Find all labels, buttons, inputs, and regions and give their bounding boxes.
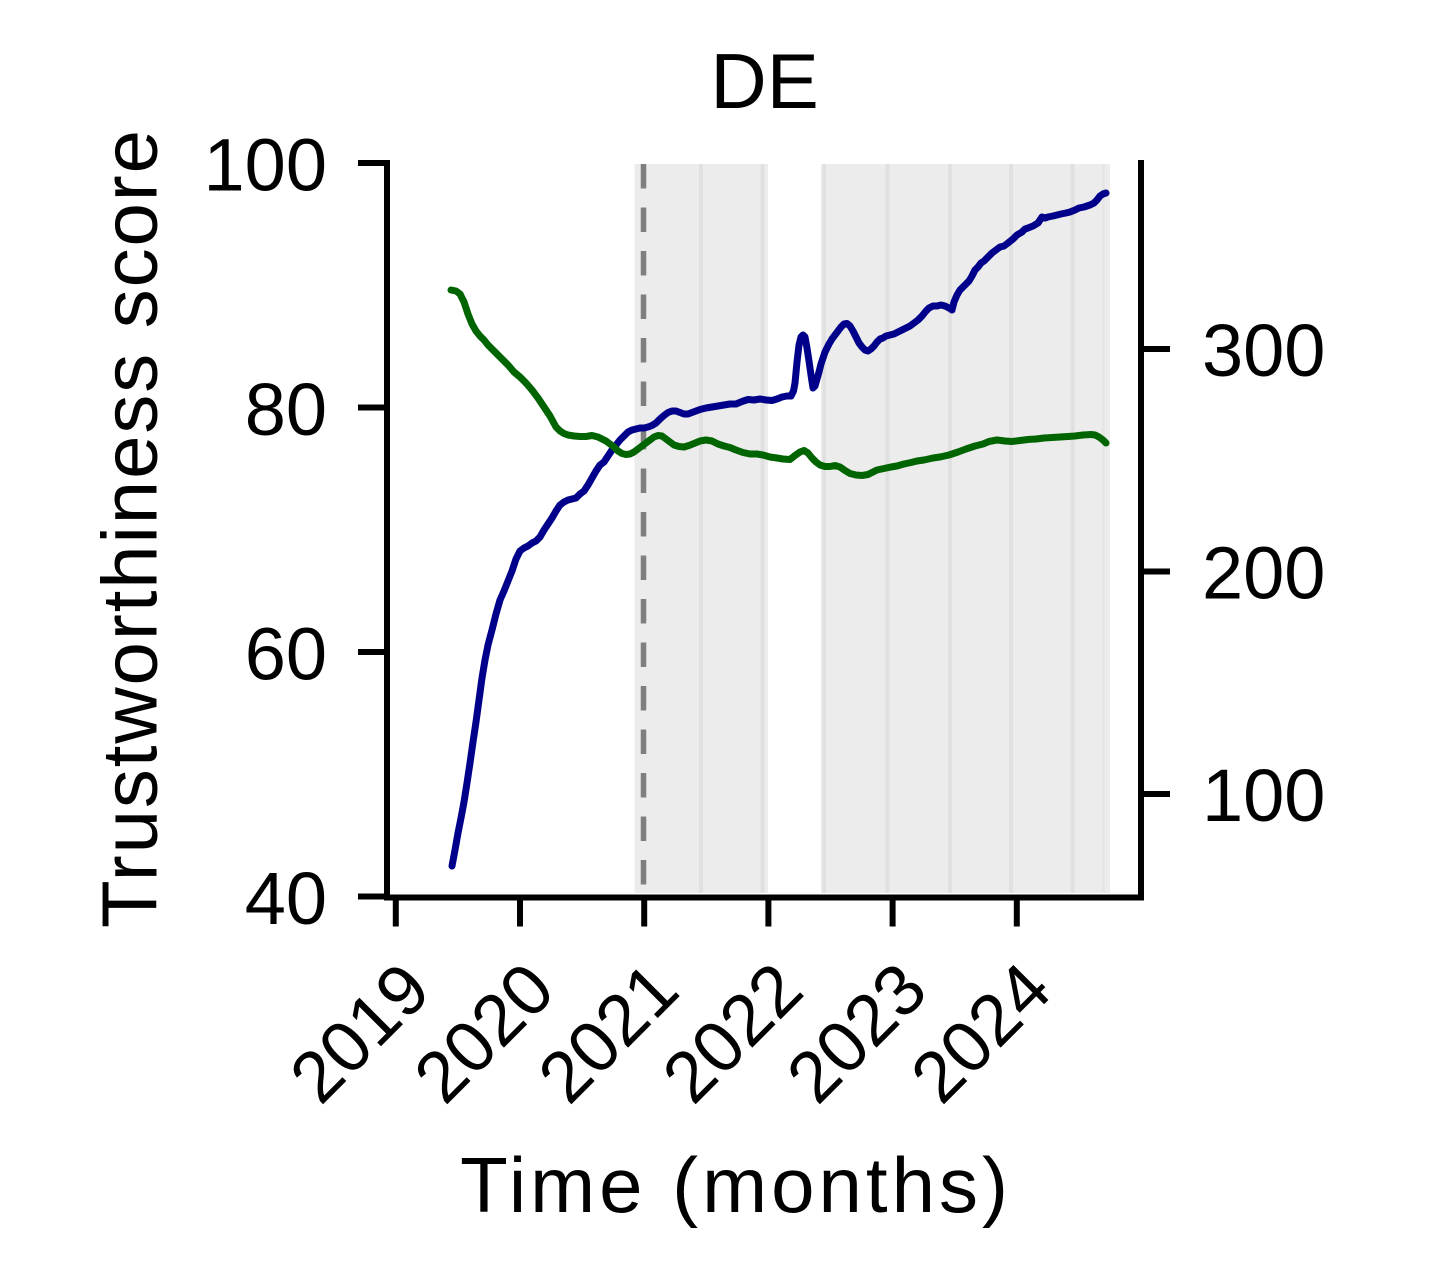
svg-text:DE: DE xyxy=(710,37,818,125)
svg-text:200: 200 xyxy=(1202,532,1325,615)
svg-text:Trustworthiness score: Trustworthiness score xyxy=(86,128,174,928)
svg-text:60: 60 xyxy=(245,613,327,696)
svg-text:Time (months): Time (months) xyxy=(460,1141,1012,1229)
svg-text:300: 300 xyxy=(1202,309,1325,392)
svg-text:40: 40 xyxy=(245,857,327,940)
svg-text:100: 100 xyxy=(204,124,327,207)
svg-text:100: 100 xyxy=(1202,754,1325,837)
svg-text:80: 80 xyxy=(245,368,327,451)
